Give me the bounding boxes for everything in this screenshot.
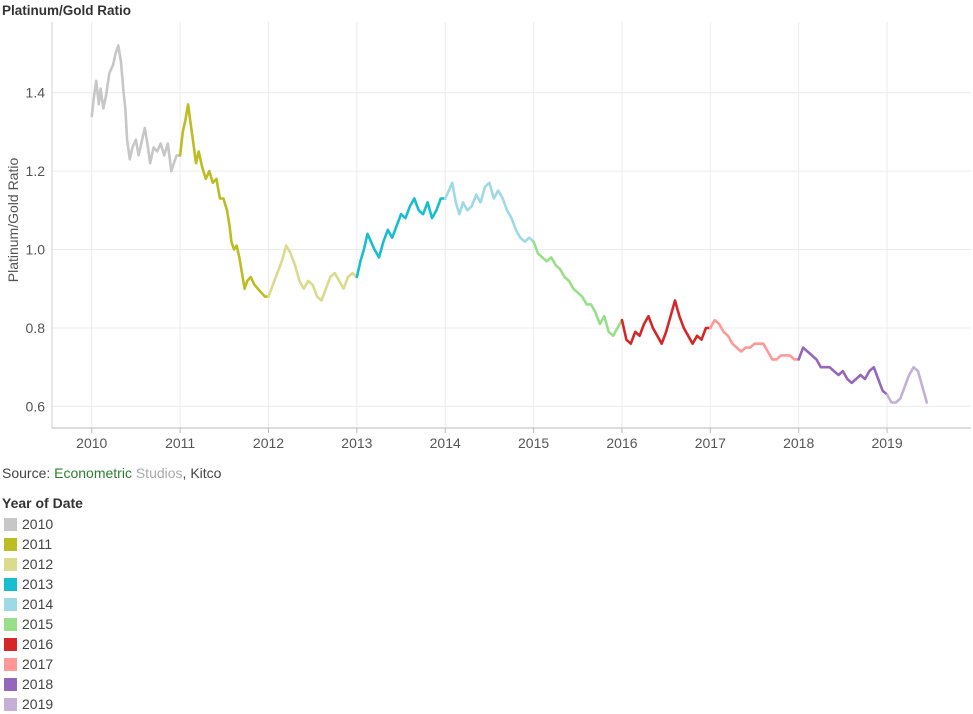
legend-swatch: [4, 537, 17, 551]
series-line-2015[interactable]: [532, 240, 624, 338]
source-org-part2: Studios: [131, 465, 183, 481]
series-line-2014[interactable]: [443, 181, 535, 243]
legend-label: 2013: [22, 576, 54, 592]
legend-label: 2012: [22, 556, 54, 572]
series-line-2010[interactable]: [90, 44, 182, 173]
line-chart: Platinum/Gold Ratio 2010 2011 2012 2013 2014…: [5, 22, 971, 451]
x-tick-label-2018: 2018: [783, 435, 814, 451]
y-tick-label-1.2: 1.2: [26, 163, 46, 179]
legend-item-2013[interactable]: 2013: [2, 574, 83, 594]
y-tick-label-1.0: 1.0: [26, 242, 46, 258]
legend: Year of Date 2010 2011 2012 2013 2014 2015 201…: [2, 495, 83, 714]
source-org-part1: Econometric: [54, 465, 132, 481]
axis-layer: Platinum/Gold Ratio 2010 2011 2012 2013 2014…: [5, 22, 971, 451]
x-tick-label-2016: 2016: [606, 435, 637, 451]
legend-item-2017[interactable]: 2017: [2, 654, 83, 674]
x-tick-label-2019: 2019: [871, 435, 902, 451]
x-tick-label-2017: 2017: [695, 435, 726, 451]
y-tick-label-1.4: 1.4: [26, 85, 46, 101]
y-axis-label: Platinum/Gold Ratio: [5, 158, 21, 283]
legend-swatch: [4, 577, 17, 591]
legend-item-2015[interactable]: 2015: [2, 614, 83, 634]
series-line-2019[interactable]: [885, 365, 929, 404]
source-note: Source: Econometric Studios, Kitco: [2, 465, 221, 481]
x-tick-label-2014: 2014: [430, 435, 461, 451]
legend-swatch: [4, 697, 17, 711]
x-tick-label-2012: 2012: [253, 435, 284, 451]
legend-label: 2016: [22, 636, 54, 652]
y-tick-label-0.8: 0.8: [26, 320, 46, 336]
series-line-2013[interactable]: [355, 197, 447, 279]
series-line-2017[interactable]: [709, 318, 800, 361]
legend-swatch: [4, 597, 17, 611]
legend-title: Year of Date: [2, 495, 83, 511]
legend-swatch: [4, 677, 17, 691]
legend-swatch: [4, 557, 17, 571]
series-line-2018[interactable]: [797, 346, 889, 396]
legend-item-2012[interactable]: 2012: [2, 554, 83, 574]
source-suffix: , Kitco: [182, 465, 222, 481]
legend-items: 2010 2011 2012 2013 2014 2015 2016 2017 2018 2019: [2, 514, 83, 714]
x-tick-label-2015: 2015: [518, 435, 549, 451]
x-tick-label-2013: 2013: [341, 435, 372, 451]
legend-label: 2017: [22, 656, 54, 672]
x-tick-label-2011: 2011: [165, 435, 195, 451]
legend-label: 2011: [22, 536, 53, 552]
legend-label: 2018: [22, 676, 54, 692]
legend-item-2016[interactable]: 2016: [2, 634, 83, 654]
series-layer: [90, 44, 929, 404]
legend-swatch: [4, 637, 17, 651]
legend-swatch: [4, 617, 17, 631]
x-tick-label-2010: 2010: [76, 435, 107, 451]
legend-swatch: [4, 657, 17, 671]
legend-item-2014[interactable]: 2014: [2, 594, 83, 614]
series-line-2012[interactable]: [267, 244, 359, 302]
legend-item-2018[interactable]: 2018: [2, 674, 83, 694]
legend-label: 2014: [22, 596, 54, 612]
legend-label: 2019: [22, 696, 54, 712]
series-line-2016[interactable]: [620, 299, 712, 345]
y-tick-label-0.6: 0.6: [26, 398, 46, 414]
legend-item-2019[interactable]: 2019: [2, 694, 83, 714]
legend-swatch: [4, 517, 17, 531]
chart-title: Platinum/Gold Ratio: [2, 3, 132, 18]
legend-item-2010[interactable]: 2010: [2, 514, 83, 534]
source-prefix: Source:: [2, 465, 55, 481]
legend-label: 2015: [22, 616, 54, 632]
legend-item-2011[interactable]: 2011: [2, 534, 83, 554]
legend-label: 2010: [22, 516, 54, 532]
grid-layer: [52, 22, 971, 428]
series-line-2011[interactable]: [178, 103, 270, 298]
